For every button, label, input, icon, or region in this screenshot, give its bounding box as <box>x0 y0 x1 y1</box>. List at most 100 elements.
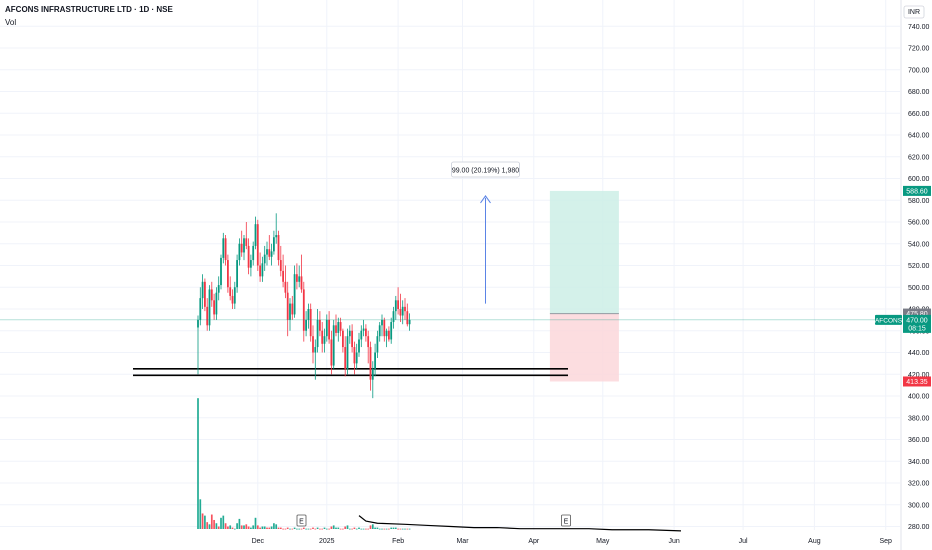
candle-body <box>254 224 257 246</box>
candle-body <box>252 245 255 261</box>
candle-body <box>335 325 337 333</box>
candle-body <box>404 306 406 312</box>
candle-body <box>376 336 379 353</box>
volume-bar <box>397 528 399 530</box>
measure-label: 99.00 (20.19%) 1,980 <box>452 168 519 175</box>
candle-body <box>268 249 271 257</box>
price-range-measure[interactable]: 99.00 (20.19%) 1,980 <box>451 161 520 304</box>
volume-bar <box>201 513 204 529</box>
volume-bar <box>408 528 411 530</box>
price-tick-label: 500.00 <box>908 285 930 292</box>
volume-bar <box>210 514 213 529</box>
price-label: 08:15 <box>908 325 926 332</box>
candle-body <box>388 330 390 340</box>
volume-bar <box>339 528 342 530</box>
candlesticks[interactable] <box>197 213 411 399</box>
volume-bar <box>256 525 259 529</box>
volume-bar <box>252 525 255 529</box>
currency-box <box>903 5 925 19</box>
volume-bar <box>337 527 340 529</box>
volume-bar <box>319 528 321 530</box>
volume-bar <box>325 528 328 530</box>
volume-bar <box>360 528 363 530</box>
candle-body <box>367 336 370 348</box>
volume-bar <box>378 528 381 530</box>
candle-body <box>270 251 273 257</box>
volume-bar <box>383 528 386 530</box>
candle-body <box>215 292 218 315</box>
candle-body <box>374 352 376 369</box>
candle-body <box>302 289 305 331</box>
volume-bar <box>358 527 360 529</box>
volume-bar <box>261 526 264 529</box>
chart-grid <box>0 0 900 530</box>
long-position-tool[interactable] <box>549 190 619 382</box>
chart-title: AFCONS INFRASTRUCTURE LTD · 1D · NSE <box>5 5 173 14</box>
volume-bar <box>266 527 268 529</box>
price-tick-label: 640.00 <box>908 133 930 140</box>
earnings-marker <box>296 514 307 527</box>
price-tick-label: 380.00 <box>908 415 930 422</box>
price-tick-label: 560.00 <box>908 220 930 227</box>
candle-body <box>401 306 404 316</box>
candle-body <box>201 281 204 299</box>
candle-body <box>240 243 243 253</box>
candle-body <box>286 292 289 320</box>
volume-bar <box>291 528 294 530</box>
candle-body <box>346 336 349 369</box>
symbol-label-box <box>875 314 902 325</box>
volume-bar <box>298 528 301 530</box>
volume-bar <box>215 523 218 529</box>
candle-body <box>208 289 211 326</box>
volume-bar <box>231 527 234 529</box>
price-tick-label: 660.00 <box>908 111 930 118</box>
candle-body <box>339 322 342 331</box>
volume-bar <box>208 524 211 529</box>
price-tick-label: 400.00 <box>908 394 930 401</box>
price-label-box <box>903 185 931 196</box>
volume-bar <box>284 528 287 530</box>
candle-body <box>385 330 388 337</box>
candle-body <box>300 276 303 290</box>
volume-bar <box>348 528 351 530</box>
candle-body <box>259 265 261 277</box>
volume-bar <box>279 527 282 529</box>
candle-body <box>199 298 202 320</box>
price-tick-label: 580.00 <box>908 198 930 205</box>
candle-body <box>330 339 333 366</box>
measure-label-box <box>451 161 520 178</box>
volume-bar <box>220 517 222 529</box>
price-label-box <box>903 314 931 325</box>
volume-bar <box>392 527 395 529</box>
volume-bar <box>273 523 275 529</box>
volume-bar <box>376 527 379 529</box>
candle-body <box>355 352 358 364</box>
price-tick-label: 300.00 <box>908 502 930 509</box>
volume-bar <box>240 525 243 529</box>
volume-bar <box>213 519 215 529</box>
candle-body <box>233 287 236 304</box>
candle-body <box>381 319 383 326</box>
volume-bar <box>312 527 314 529</box>
candle-body <box>277 235 280 261</box>
currency-label: INR <box>908 9 920 16</box>
volume-bar <box>369 525 372 529</box>
candle-body <box>289 303 291 320</box>
volume-bar <box>328 528 330 530</box>
volume-bar <box>332 525 335 529</box>
volume-bar <box>351 528 353 530</box>
price-axis[interactable]: INR 280.00 300.00 320.00 340.00 360.00 380.00 4… <box>903 5 930 531</box>
support-lines[interactable] <box>133 368 568 377</box>
candle-body <box>369 347 372 380</box>
time-tick-label: May <box>596 538 610 545</box>
price-tick-label: 680.00 <box>908 89 930 96</box>
volume-bars <box>197 398 411 530</box>
time-axis[interactable]: Dec 2025 Feb Mar Apr May Jun Jul Aug Sep <box>252 538 892 545</box>
volume-bar <box>199 499 202 529</box>
volume-moving-average <box>358 515 682 532</box>
candle-body <box>210 289 213 301</box>
candle-body <box>314 347 317 353</box>
candle-body <box>266 249 268 255</box>
volume-bar <box>346 525 349 529</box>
